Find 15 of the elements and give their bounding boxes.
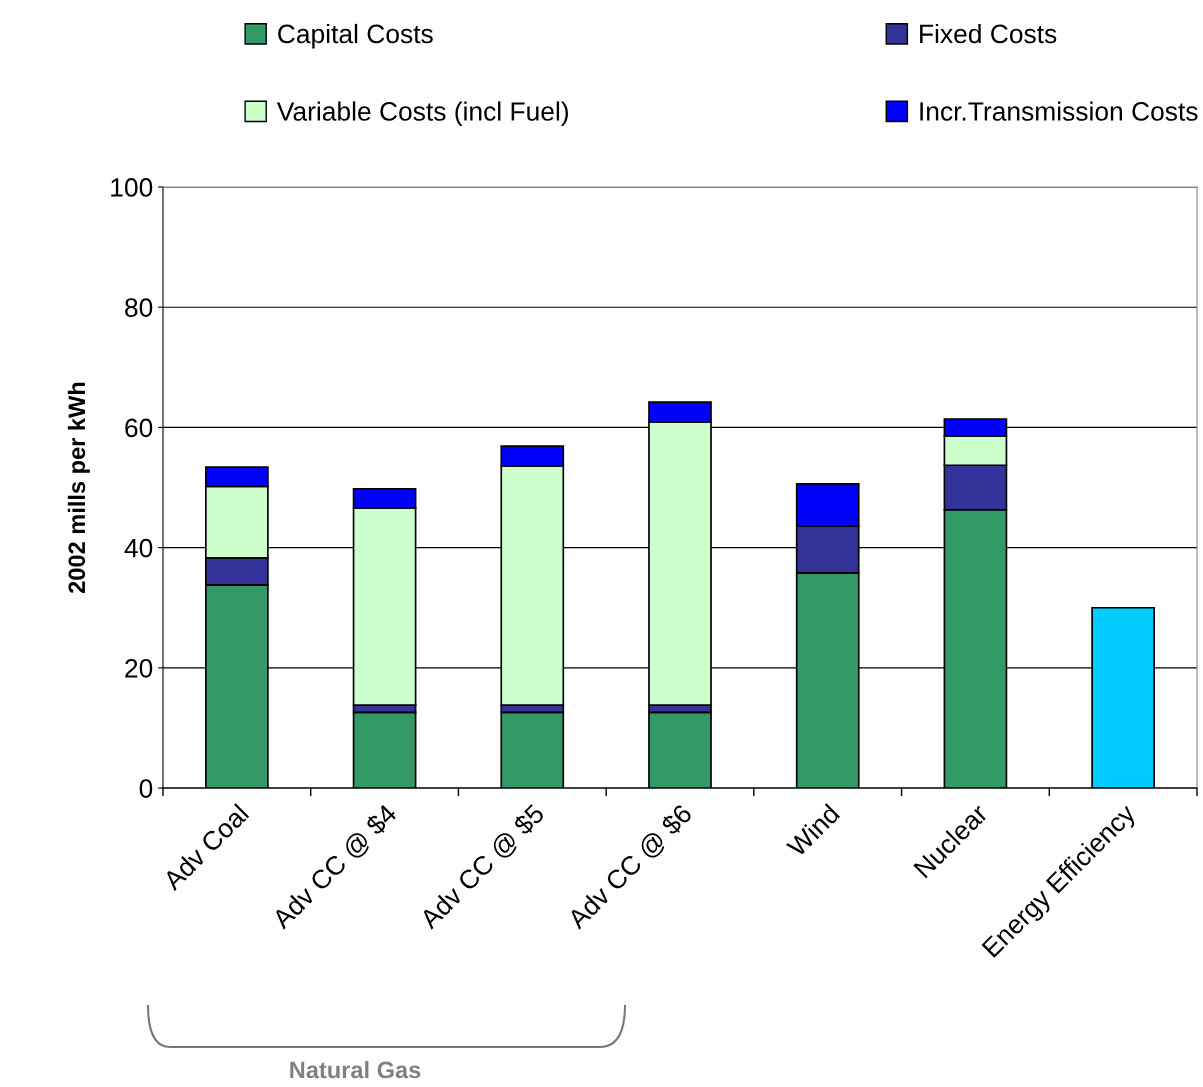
legend-label: Variable Costs (incl Fuel) — [276, 101, 568, 126]
y-tick-label: 40 — [124, 538, 153, 558]
x-tick-label: Adv CC @ $6 — [565, 802, 696, 933]
legend-label: Incr.Transmission Costs — [920, 101, 1198, 121]
x-tick-label: Adv CC @ $4 — [269, 802, 401, 933]
legend-label: Capital Costs — [278, 23, 433, 49]
y-axis-title: 2002 mills per kWh — [67, 382, 90, 593]
y-tick-label: 80 — [125, 298, 153, 318]
y-tick-label: 60 — [125, 418, 153, 438]
legend-label: Fixed Costs — [920, 23, 1057, 44]
text: Natural Gas — [290, 1060, 421, 1079]
y-tick-label: 100 — [111, 178, 153, 197]
x-tick-label: Adv CC @ $5 — [417, 802, 548, 933]
y-tick-label: 20 — [125, 658, 153, 678]
y-tick-label: 0 — [139, 779, 153, 798]
